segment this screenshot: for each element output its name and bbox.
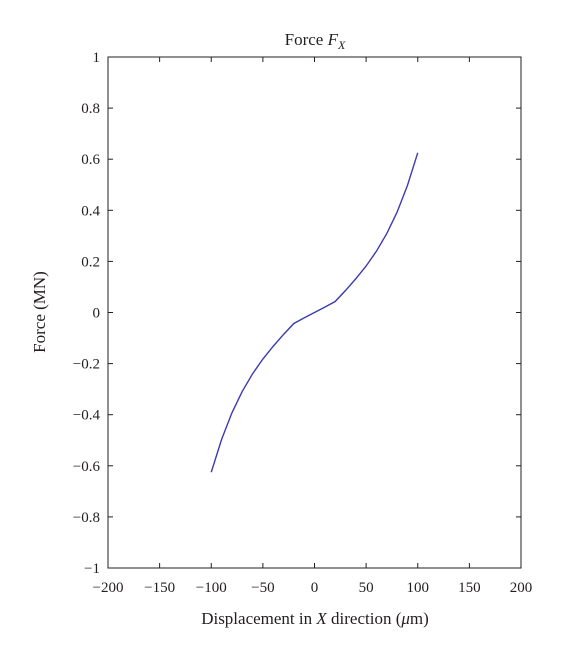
y-tick-label: −0.2 [73,357,100,373]
y-tick-label: 0.8 [81,101,100,117]
y-axis-label: Force (MN) [30,271,49,353]
y-axis-ticks [108,56,521,569]
x-tick-label: −150 [144,580,175,596]
y-tick-label: −0.8 [73,510,100,526]
x-tick-label: 0 [311,580,319,596]
y-axis-tick-labels: −1 −0.8 −0.6 −0.4 −0.2 0 0.2 0.4 0.6 0.8 1 [73,50,101,577]
x-axis-tick-labels: −200 −150 −100 −50 0 50 100 150 200 [93,580,533,596]
x-tick-label: −50 [251,580,274,596]
x-tick-label: 100 [407,580,430,596]
x-tick-label: −200 [93,580,124,596]
y-tick-label: 0.2 [81,254,100,270]
series-line-force [210,152,419,473]
chart-title: Force FX [285,30,346,52]
y-tick-label: −1 [84,561,100,577]
y-tick-label: 0.6 [81,152,100,168]
y-tick-label: −0.6 [73,459,101,475]
x-axis-ticks [107,57,522,568]
y-tick-label: 1 [93,50,101,66]
x-tick-label: 200 [510,580,533,596]
x-axis-label: Displacement in X direction (μm) [201,609,429,628]
x-tick-label: −100 [196,580,227,596]
y-tick-label: −0.4 [73,408,101,424]
y-tick-label: 0 [93,306,101,322]
x-tick-label: 150 [458,580,481,596]
y-tick-label: 0.4 [81,203,100,219]
x-tick-label: 50 [359,580,374,596]
